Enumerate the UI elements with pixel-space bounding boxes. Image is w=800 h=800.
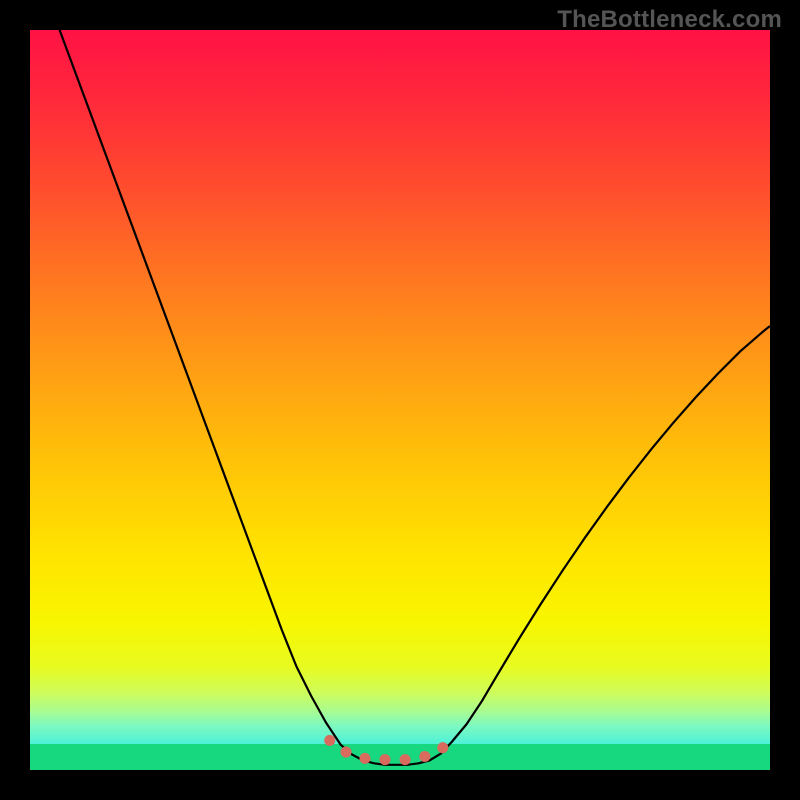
optimal-range-marker <box>330 740 451 759</box>
chart-frame: TheBottleneck.com <box>0 0 800 800</box>
bottleneck-curve <box>60 30 770 765</box>
plot-area <box>30 30 770 770</box>
curve-layer <box>30 30 770 770</box>
